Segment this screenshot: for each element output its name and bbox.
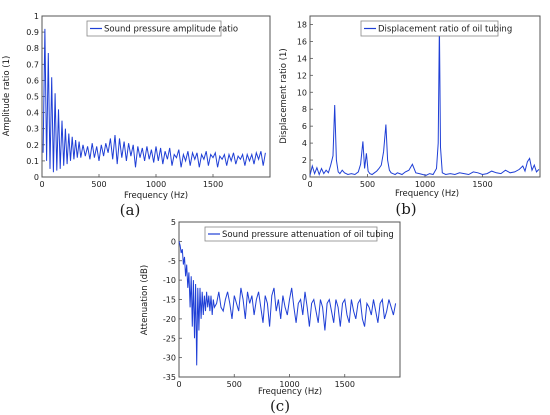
y-tick-label: 0.6: [26, 76, 39, 85]
x-tick-label: 500: [91, 180, 106, 189]
y-tick-label: -25: [163, 334, 176, 343]
y-tick-label: 0.5: [26, 93, 39, 102]
y-tick-label: 0: [34, 173, 39, 182]
legend-label-b: Displacement ratio of oil tubing: [378, 25, 512, 35]
x-axis-label-c: Frequency (Hz): [258, 387, 322, 397]
legend-label-a: Sound pressure amplitude ratio: [104, 25, 238, 35]
y-tick-label: 10: [297, 88, 307, 97]
x-ticks-b: 0 500 1000 1500: [307, 174, 493, 189]
x-tick-label: 1000: [146, 180, 166, 189]
y-axis-label-b: Displacement ratio (1): [279, 48, 289, 143]
caption-a: (a): [120, 201, 141, 219]
legend-box-a: [86, 20, 222, 37]
y-tick-label: -35: [163, 373, 176, 382]
legend-box-b: [360, 20, 499, 37]
series-line-a: [42, 28, 266, 173]
y-tick-label: 0: [302, 173, 307, 182]
chart-panel-c: 5 0 -5 -10 -15 -20 -25 -30 -35 0 500 1000 1500 Soun…: [140, 218, 401, 415]
x-tick-label: 500: [360, 180, 375, 189]
x-tick-label: 1000: [279, 380, 299, 389]
y-tick-label: 0: [171, 237, 176, 246]
y-tick-label: 14: [297, 54, 307, 63]
y-tick-label: 0.9: [26, 28, 39, 37]
x-tick-label: 0: [39, 180, 44, 189]
y-tick-label: 0.8: [26, 44, 39, 53]
y-tick-label: 1: [34, 12, 39, 21]
x-tick-label: 500: [227, 380, 242, 389]
chart-panel-b: 0 2 4 6 8 10 12 14 16 18 0 500 1000 1500 Displacemen…: [279, 15, 541, 218]
x-axis-label-b: Frequency (Hz): [395, 189, 459, 199]
x-tick-label: 1500: [203, 180, 223, 189]
x-axis-label-a: Frequency (Hz): [124, 191, 188, 201]
chart-panel-a: 0 0.1 0.2 0.3 0.4 0.5 0.6 0.7 0.8 0.9 1 0 500 1000 15…: [2, 12, 271, 219]
x-tick-label: 1000: [415, 180, 435, 189]
x-tick-label: 1500: [472, 180, 492, 189]
y-ticks-a: 0 0.1 0.2 0.3 0.4 0.5 0.6 0.7 0.8 0.9 1: [26, 12, 45, 182]
caption-b: (b): [395, 200, 416, 218]
y-tick-label: 0.3: [26, 125, 39, 134]
legend-b: Displacement ratio of oil tubing: [360, 20, 512, 37]
y-tick-label: 8: [302, 105, 307, 114]
y-tick-label: 6: [302, 122, 307, 131]
y-tick-label: 18: [297, 20, 307, 29]
caption-c: (c): [270, 397, 290, 415]
y-tick-label: -30: [163, 354, 176, 363]
series-line-b: [309, 24, 540, 176]
y-ticks-b: 0 2 4 6 8 10 12 14 16 18: [297, 20, 313, 182]
y-ticks-c: 5 0 -5 -10 -15 -20 -25 -30 -35: [163, 218, 182, 382]
y-tick-label: 0.2: [26, 141, 39, 150]
legend-box-c: [204, 226, 378, 242]
x-tick-label: 1500: [335, 380, 355, 389]
y-tick-label: -20: [163, 315, 176, 324]
y-tick-label: -5: [168, 257, 176, 266]
y-axis-label-a: Amplitude ratio (1): [2, 56, 12, 137]
y-tick-label: 0.4: [26, 109, 39, 118]
series-line-c: [178, 241, 397, 366]
legend-c: Sound pressure attenuation of oil tubing: [204, 226, 394, 242]
x-ticks-c: 0 500 1000 1500: [176, 374, 355, 389]
plot-frame-a: [41, 15, 271, 178]
y-tick-label: -10: [163, 276, 176, 285]
y-tick-label: 16: [297, 37, 307, 46]
y-tick-label: 12: [297, 71, 307, 80]
x-ticks-a: 0 500 1000 1500: [39, 174, 223, 189]
y-tick-label: 4: [302, 139, 307, 148]
x-tick-label: 0: [176, 380, 181, 389]
legend-a: Sound pressure amplitude ratio: [86, 20, 238, 37]
y-axis-label-c: Attenuation (dB): [140, 265, 150, 335]
y-tick-label: -15: [163, 296, 176, 305]
y-tick-label: 0.7: [26, 60, 39, 69]
y-tick-label: 2: [302, 156, 307, 165]
plot-frame-b: [309, 15, 541, 178]
legend-label-c: Sound pressure attenuation of oil tubing: [222, 230, 394, 240]
y-tick-label: 5: [171, 218, 176, 227]
y-tick-label: 0.1: [26, 157, 39, 166]
x-tick-label: 0: [307, 180, 312, 189]
